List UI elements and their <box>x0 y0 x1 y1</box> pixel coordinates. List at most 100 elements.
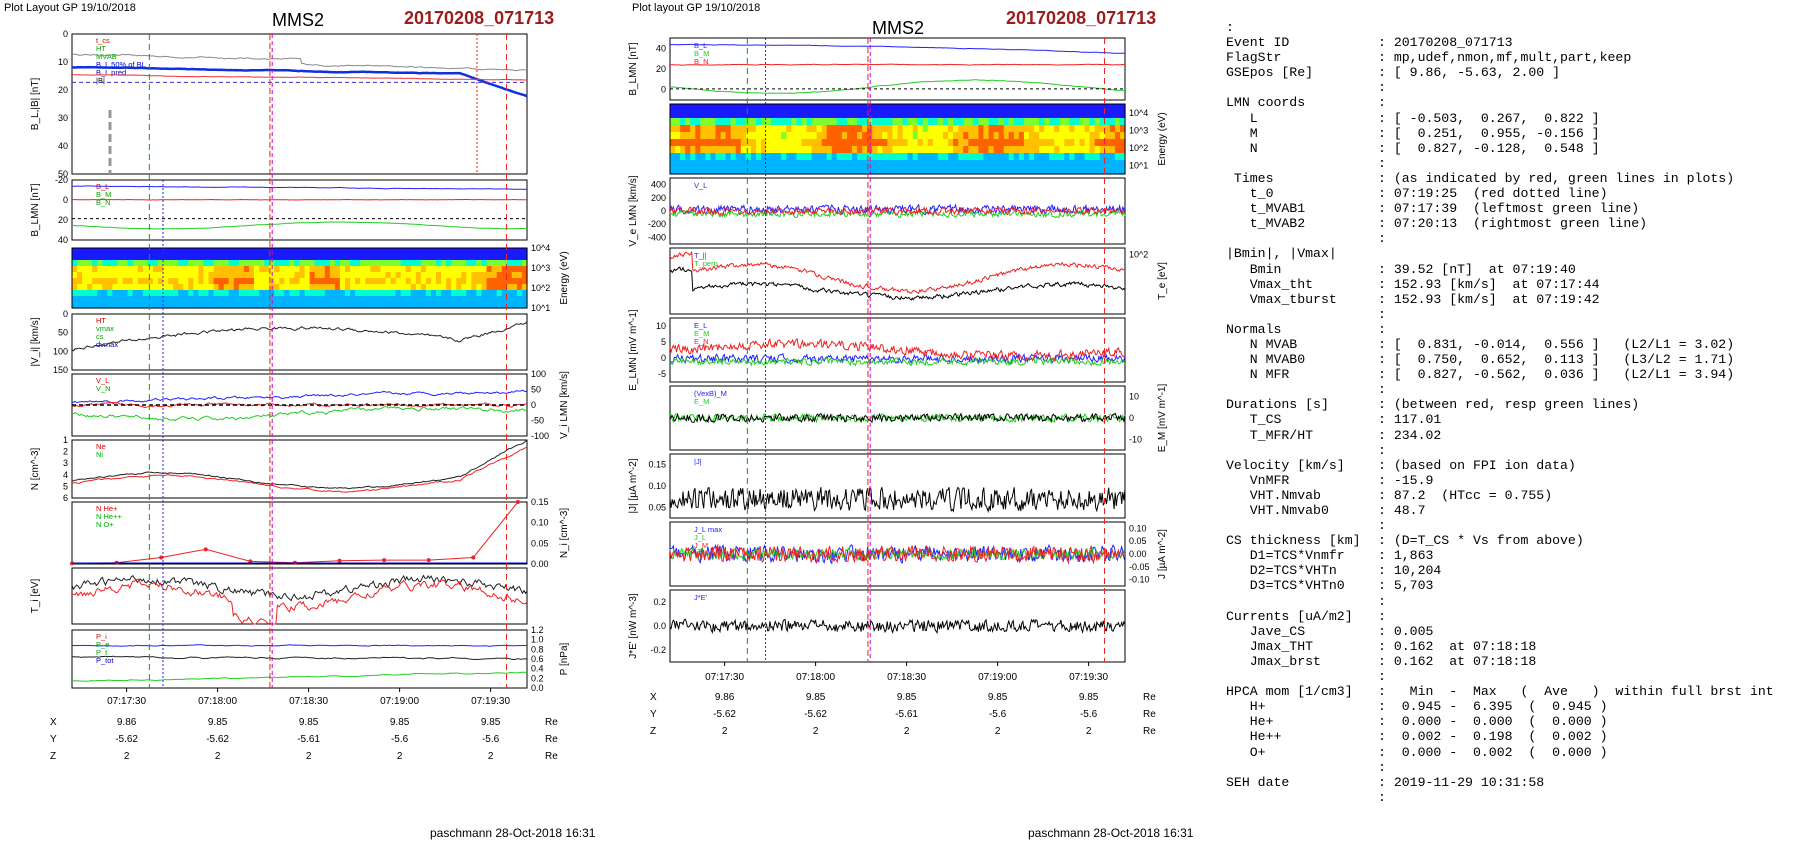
spectrogram-cell <box>259 254 265 261</box>
spectrogram-cell <box>289 302 296 309</box>
spectrogram-cell <box>183 302 189 309</box>
spectrogram-cell <box>274 260 280 267</box>
spectrogram-cell <box>897 111 904 119</box>
spectrogram-cell <box>1049 132 1055 140</box>
spectrogram-cell <box>254 296 260 303</box>
spectrogram-cell <box>87 278 93 285</box>
spectrogram-cell <box>796 160 803 168</box>
spectrogram-cell <box>1044 104 1050 112</box>
info-key: VnMFR <box>1226 472 1290 488</box>
spectrogram-cell <box>501 260 508 267</box>
spectrogram-cell <box>132 302 139 309</box>
spectrogram-cell <box>77 260 83 267</box>
spectrogram-cell <box>501 254 508 261</box>
spectrogram-cell <box>922 146 929 154</box>
spectrogram-cell <box>218 290 225 297</box>
spectrogram-cell <box>97 296 103 303</box>
spectrogram-cell <box>410 254 417 261</box>
spectrogram-cell <box>486 266 493 273</box>
spectrogram-cell <box>968 132 974 140</box>
spectrogram-cell <box>882 132 888 140</box>
spectrogram-cell <box>309 272 316 279</box>
spectrogram-cell <box>501 278 508 285</box>
ptot-line <box>71 644 528 647</box>
spectrogram-cell <box>425 248 432 255</box>
spectrogram-cell <box>142 266 149 273</box>
spectrogram-cell <box>806 139 813 147</box>
legend-entry: P_i <box>96 632 107 641</box>
spectrogram-cell <box>142 254 149 261</box>
spectrogram-cell <box>370 296 376 303</box>
spectrogram-cell <box>329 260 336 267</box>
spectrogram-cell <box>284 290 290 297</box>
spectrogram-cell <box>1023 118 1030 126</box>
spectrogram-cell <box>324 248 331 255</box>
spectrogram-cell <box>766 118 772 126</box>
spectrogram-cell <box>436 278 442 285</box>
spectrogram-cell <box>289 248 296 255</box>
spectrogram-cell <box>675 118 681 126</box>
spectrogram-cell <box>521 296 528 303</box>
spectrogram-cell <box>198 266 205 273</box>
spectrogram-cell <box>92 248 98 255</box>
legend-entry: E_M <box>694 397 709 406</box>
spectrogram-cell <box>314 260 321 267</box>
spectrogram-cell <box>983 111 990 119</box>
spectrogram-cell <box>223 254 230 261</box>
spectrogram-cell <box>740 104 747 112</box>
spectrogram-cell <box>978 153 985 161</box>
spectrogram-cell <box>948 118 954 126</box>
spectrogram-cell <box>233 248 240 255</box>
info-row: : <box>1226 20 1774 35</box>
spectrogram-cell <box>821 132 828 140</box>
spectrogram-cell <box>715 132 722 140</box>
spectrogram-cell <box>867 132 873 140</box>
spectrogram-cell <box>319 248 326 255</box>
spectrogram-cell <box>132 254 139 261</box>
spectrogram-cell <box>410 272 417 279</box>
spectrogram-cell <box>892 146 899 154</box>
spectrogram-cell <box>993 160 1000 168</box>
spectrogram-cell <box>1084 146 1091 154</box>
spectrogram-cell <box>461 248 467 255</box>
ephem-name: Z <box>650 726 656 737</box>
spectrogram-cell <box>481 248 488 255</box>
spectrogram-cell <box>350 296 356 303</box>
spectrogram-cell <box>405 248 412 255</box>
spectrogram-cell <box>238 290 245 297</box>
spectrogram-cell <box>973 104 979 112</box>
spectrogram-cell <box>314 254 321 261</box>
en-line <box>669 337 1126 362</box>
spectrogram-cell <box>97 248 103 255</box>
spectrogram-cell <box>243 296 250 303</box>
spectrogram-cell <box>264 272 270 279</box>
spectrogram-cell <box>168 278 174 285</box>
spectrogram-cell <box>872 125 878 133</box>
spectrogram-cell <box>1013 146 1020 154</box>
spectrogram-cell <box>816 139 823 147</box>
spectrogram-cell <box>1039 125 1045 133</box>
y-tick-label: 40 <box>656 43 666 53</box>
spectrogram-cell <box>279 296 285 303</box>
info-row: L: [ -0.503, 0.267, 0.822 ] <box>1226 111 1774 126</box>
spectrogram-cell <box>1094 118 1101 126</box>
spectrogram-cell <box>1089 118 1096 126</box>
info-value: : (based on FPI ion data) <box>1378 457 1576 473</box>
y-tick-label: 0 <box>63 195 68 205</box>
spectrogram-cell <box>420 296 427 303</box>
spectrogram-cell <box>791 153 797 161</box>
spectrogram-cell <box>745 118 752 126</box>
spectrogram-cell <box>1039 153 1045 161</box>
spectrogram-cell <box>1023 104 1030 112</box>
spectrogram-cell <box>92 296 98 303</box>
spectrogram-cell <box>436 248 442 255</box>
spectrogram-cell <box>77 272 83 279</box>
spectrogram-cell <box>521 302 528 309</box>
spectrogram-cell <box>334 296 341 303</box>
spectrogram-cell <box>912 111 919 119</box>
spectrogram-cell <box>690 153 696 161</box>
spectrogram-cell <box>927 118 934 126</box>
spectrogram-cell <box>319 266 326 273</box>
spectrogram-cell <box>887 153 894 161</box>
